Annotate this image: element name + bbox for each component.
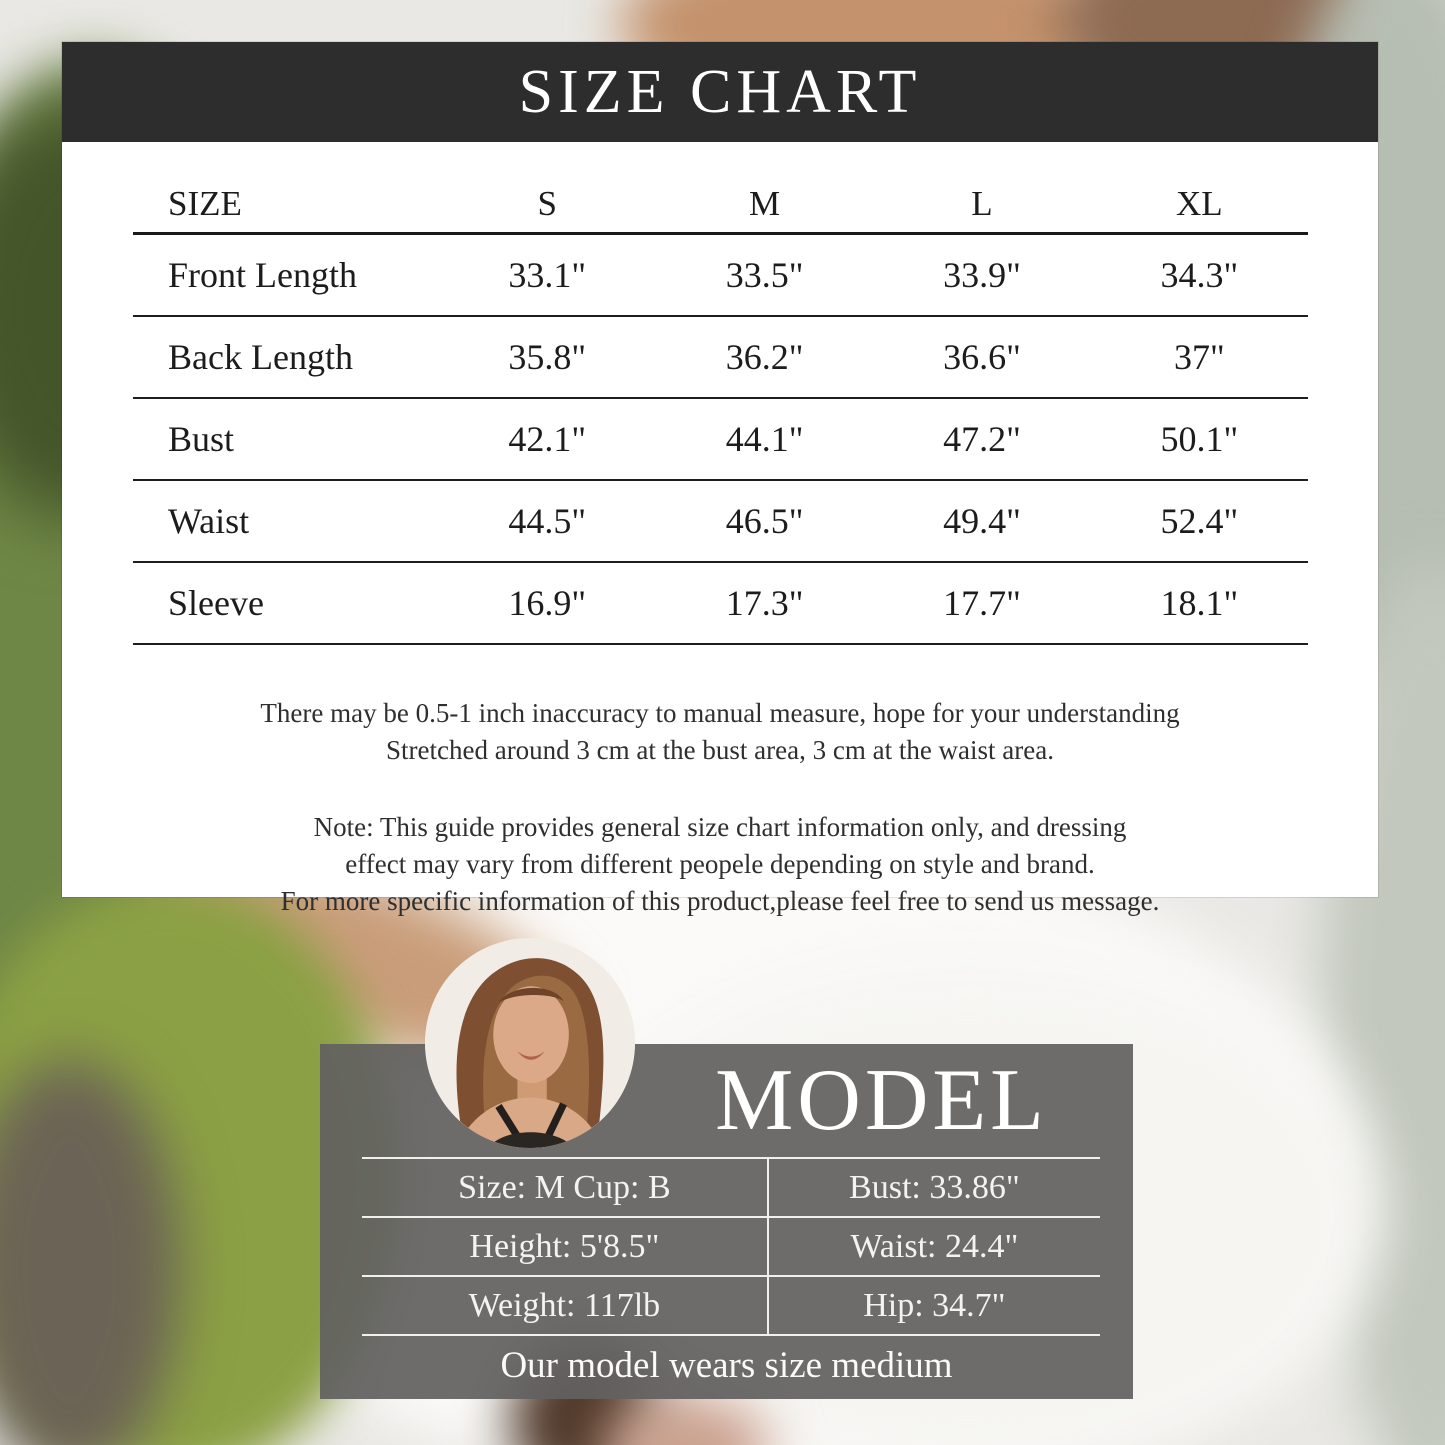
cell-value: 17.7" xyxy=(943,583,1021,623)
model-portrait-illustration xyxy=(425,938,635,1148)
guide-note: Note: This guide provides general size c… xyxy=(62,809,1378,920)
cell-value: 37" xyxy=(1173,337,1225,377)
measure-disclaimer: There may be 0.5-1 inch inaccuracy to ma… xyxy=(62,695,1378,769)
row-label: Back Length xyxy=(168,337,353,377)
row-label: Bust xyxy=(168,419,235,459)
cell-value: 36.2" xyxy=(725,337,804,377)
model-hip: Hip: 34.7" xyxy=(863,1286,1006,1324)
cell-value: 34.3" xyxy=(1160,255,1239,295)
table-row-waist: Waist 44.5" 46.5" 49.4" 52.4" xyxy=(133,481,1308,563)
size-table: SIZE S M L XL Front Length 33.1" 33.5" 3… xyxy=(133,175,1308,645)
disclaimer-line-2: Stretched around 3 cm at the bust area, … xyxy=(386,735,1054,765)
size-chart-title-bar: SIZE CHART xyxy=(62,42,1378,142)
model-title: MODEL xyxy=(715,1052,1048,1149)
model-table-row: Height: 5'8.5" Waist: 24.4" xyxy=(362,1216,1100,1275)
cell-value: 33.5" xyxy=(725,255,804,295)
cell-value: 44.5" xyxy=(508,501,587,541)
note-line-2: effect may vary from different peopele d… xyxy=(345,849,1095,879)
model-bust: Bust: 33.86" xyxy=(849,1168,1020,1206)
cell-value: 47.2" xyxy=(943,419,1021,459)
table-row-front-length: Front Length 33.1" 33.5" 33.9" 34.3" xyxy=(133,235,1308,317)
disclaimer-line-1: There may be 0.5-1 inch inaccuracy to ma… xyxy=(260,698,1180,728)
cell-value: 33.1" xyxy=(508,255,587,295)
cell-value: 18.1" xyxy=(1160,583,1239,623)
note-line-1: Note: This guide provides general size c… xyxy=(313,812,1127,842)
note-line-3: For more specific information of this pr… xyxy=(280,886,1160,916)
model-table-row: Weight: 117lb Hip: 34.7" xyxy=(362,1275,1100,1334)
size-table-header-s: S xyxy=(537,183,557,223)
cell-value: 16.9" xyxy=(508,583,587,623)
table-row-sleeve: Sleeve 16.9" 17.3" 17.7" 18.1" xyxy=(133,563,1308,645)
model-footer-note: Our model wears size medium xyxy=(500,1345,953,1386)
cell-value: 46.5" xyxy=(725,501,804,541)
model-table-row: Size: M Cup: B Bust: 33.86" xyxy=(362,1159,1100,1216)
row-label: Waist xyxy=(168,501,250,541)
cell-value: 35.8" xyxy=(508,337,587,377)
model-info-panel: MODEL Size: M Cup: B Bust: 33.86" Height… xyxy=(320,938,1133,1399)
model-avatar xyxy=(425,938,635,1148)
size-table-header-l: L xyxy=(971,183,993,223)
cell-value: 52.4" xyxy=(1160,501,1239,541)
model-size-cup: Size: M Cup: B xyxy=(362,1159,769,1216)
cell-value: 33.9" xyxy=(943,255,1021,295)
cell-value: 42.1" xyxy=(508,419,587,459)
size-table-header-row: SIZE S M L XL xyxy=(133,175,1308,235)
size-table-header-m: M xyxy=(749,183,781,223)
model-waist: Waist: 24.4" xyxy=(850,1227,1019,1265)
cell-value: 17.3" xyxy=(725,583,804,623)
row-label: Front Length xyxy=(168,255,357,295)
cell-value: 36.6" xyxy=(943,337,1021,377)
row-label: Sleeve xyxy=(168,583,264,623)
cell-value: 44.1" xyxy=(725,419,804,459)
model-height: Height: 5'8.5" xyxy=(362,1218,769,1275)
size-table-header-label: SIZE xyxy=(168,183,242,223)
size-chart-title: SIZE CHART xyxy=(518,57,922,126)
model-weight: Weight: 117lb xyxy=(362,1277,769,1334)
cell-value: 50.1" xyxy=(1160,419,1239,459)
table-row-back-length: Back Length 35.8" 36.2" 36.6" 37" xyxy=(133,317,1308,399)
table-row-bust: Bust 42.1" 44.1" 47.2" 50.1" xyxy=(133,399,1308,481)
model-measurements-table: Size: M Cup: B Bust: 33.86" Height: 5'8.… xyxy=(362,1157,1100,1336)
cell-value: 49.4" xyxy=(943,501,1021,541)
size-chart-card: SIZE CHART SIZE S M L XL Front Length 33… xyxy=(62,42,1378,916)
size-table-header-xl: XL xyxy=(1175,183,1223,223)
